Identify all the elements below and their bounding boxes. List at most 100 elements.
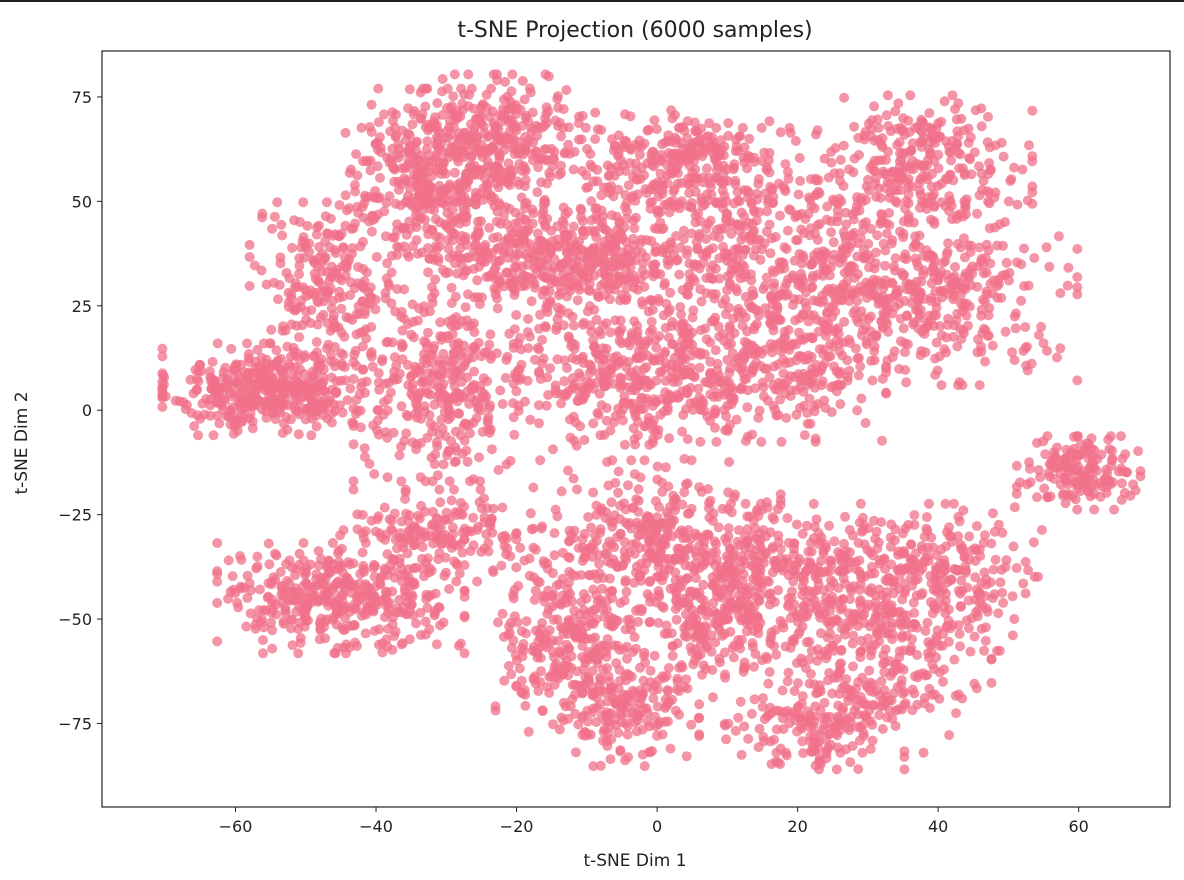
- scatter-point: [577, 166, 588, 176]
- scatter-point: [350, 186, 361, 197]
- scatter-point: [897, 124, 908, 135]
- scatter-point: [531, 262, 542, 273]
- scatter-point: [636, 162, 647, 173]
- scatter-point: [314, 241, 325, 252]
- scatter-point: [976, 103, 987, 114]
- scatter-point: [711, 122, 722, 133]
- scatter-point: [508, 133, 519, 144]
- scatter-point: [514, 249, 525, 259]
- scatter-point: [779, 283, 790, 293]
- scatter-point: [536, 236, 547, 247]
- scatter-point: [784, 204, 795, 215]
- scatter-point: [326, 372, 337, 383]
- scatter-point: [188, 388, 199, 399]
- scatter-point: [411, 618, 421, 629]
- scatter-point: [336, 360, 347, 371]
- scatter-point: [730, 146, 741, 157]
- scatter-point: [588, 418, 599, 429]
- scatter-point: [892, 197, 902, 208]
- scatter-point: [248, 378, 259, 389]
- scatter-point: [998, 151, 1009, 162]
- scatter-point: [769, 278, 780, 289]
- scatter-point: [947, 90, 958, 101]
- scatter-point: [614, 326, 624, 337]
- scatter-point: [239, 367, 250, 378]
- scatter-point: [479, 347, 490, 358]
- scatter-point: [330, 248, 341, 259]
- scatter-point: [483, 250, 494, 260]
- scatter-point: [298, 538, 309, 548]
- scatter-point: [645, 295, 656, 305]
- scatter-point: [421, 199, 432, 209]
- scatter-point: [442, 208, 453, 219]
- scatter-point: [820, 330, 831, 341]
- scatter-point: [537, 215, 548, 226]
- scatter-point: [333, 548, 344, 559]
- scatter-point: [941, 332, 952, 343]
- scatter-point: [327, 538, 338, 548]
- scatter-point: [610, 411, 621, 421]
- scatter-point: [571, 354, 582, 365]
- scatter-point: [928, 320, 939, 331]
- scatter-point: [326, 417, 337, 428]
- scatter-point: [914, 230, 925, 241]
- scatter-point: [456, 376, 467, 387]
- scatter-point: [270, 548, 280, 559]
- scatter-point: [840, 207, 851, 218]
- scatter-point: [223, 555, 234, 566]
- scatter-point: [229, 362, 240, 373]
- scatter-point: [773, 410, 784, 420]
- scatter-point: [484, 339, 495, 350]
- scatter-point: [499, 131, 510, 142]
- scatter-point: [733, 303, 744, 314]
- scatter-point: [429, 399, 440, 410]
- scatter-point: [489, 201, 500, 212]
- scatter-point: [802, 408, 813, 418]
- scatter-point: [779, 184, 790, 195]
- scatter-point: [461, 198, 472, 208]
- scatter-point: [320, 633, 331, 644]
- scatter-point: [499, 110, 510, 121]
- scatter-point: [956, 333, 967, 344]
- scatter-point: [185, 374, 196, 385]
- scatter-point: [271, 345, 282, 356]
- scatter-point: [348, 484, 359, 495]
- scatter-point: [662, 178, 673, 189]
- scatter-point: [666, 239, 677, 250]
- scatter-point: [847, 230, 858, 241]
- scatter-point: [357, 341, 368, 352]
- scatter-point: [348, 357, 359, 368]
- scatter-point: [683, 281, 694, 292]
- scatter-point: [602, 160, 613, 171]
- scatter-point: [437, 423, 448, 434]
- scatter-point: [807, 333, 818, 344]
- scatter-point: [563, 206, 573, 217]
- scatter-point: [538, 200, 549, 211]
- scatter-point: [671, 363, 681, 373]
- scatter-point: [898, 216, 909, 227]
- scatter-point: [976, 168, 987, 179]
- scatter-point: [392, 284, 403, 294]
- scatter-point: [292, 282, 303, 292]
- scatter-point: [844, 334, 855, 345]
- scatter-point: [698, 257, 709, 268]
- scatter-point: [341, 572, 352, 583]
- scatter-point: [592, 377, 602, 388]
- scatter-point: [226, 343, 237, 354]
- scatter-point: [729, 328, 740, 339]
- scatter-point: [377, 647, 388, 658]
- scatter-point: [547, 236, 558, 247]
- scatter-point: [701, 233, 711, 244]
- scatter-point: [908, 317, 919, 328]
- scatter-point: [527, 107, 538, 118]
- scatter-point: [552, 314, 563, 325]
- scatter-point: [330, 648, 341, 659]
- scatter-point: [673, 159, 684, 170]
- scatter-point: [484, 111, 495, 122]
- scatter-point: [463, 289, 473, 300]
- scatter-point: [459, 648, 470, 659]
- scatter-point: [225, 419, 236, 430]
- scatter-point: [267, 401, 278, 412]
- scatter-point: [826, 146, 837, 157]
- scatter-point: [475, 380, 486, 391]
